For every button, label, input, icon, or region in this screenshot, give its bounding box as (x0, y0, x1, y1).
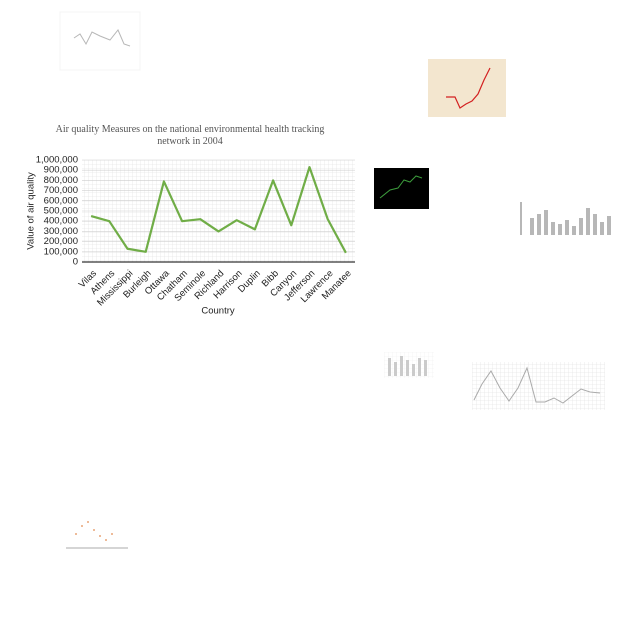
y-tick-label: 800,000 (44, 175, 78, 186)
x-axis-label: Country (201, 306, 235, 317)
y-tick-label: 0 (73, 257, 78, 268)
y-tick-label: 600,000 (44, 195, 78, 206)
y-tick-label: 700,000 (44, 185, 78, 196)
y-tick-label: 900,000 (44, 165, 78, 176)
y-tick-label: 300,000 (44, 226, 78, 237)
thumbnail (66, 521, 128, 549)
thumbnail (384, 352, 434, 378)
y-axis-label: Value of air quality (26, 172, 37, 250)
y-tick-label: 200,000 (44, 236, 78, 247)
chart-title: Air quality Measures on the national env… (55, 124, 325, 147)
y-tick-label: 400,000 (44, 216, 78, 227)
y-tick-label: 1,000,000 (36, 155, 78, 166)
y-tick-label: 500,000 (44, 206, 78, 217)
thumbnail (520, 202, 611, 235)
thumbnail (374, 168, 429, 209)
y-tick-label: 100,000 (44, 246, 78, 257)
thumbnail (428, 59, 506, 117)
thumbnail (472, 362, 605, 410)
thumbnail (59, 11, 141, 71)
line (90, 166, 347, 254)
